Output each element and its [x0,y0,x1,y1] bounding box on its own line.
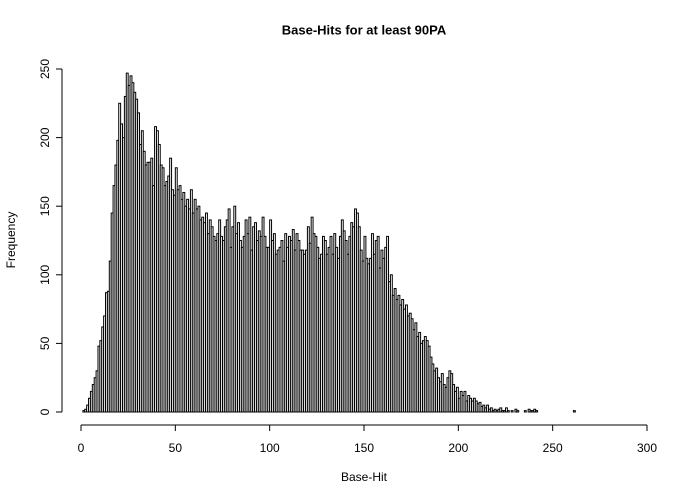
x-tick-label: 250 [543,441,563,455]
bar [489,407,493,413]
x-tick-label: 200 [448,441,468,455]
chart-title: Base-Hits for at least 90PA [282,22,447,37]
x-tick-label: 150 [354,441,374,455]
x-tick-label: 300 [637,441,657,455]
y-tick-label: 150 [38,196,52,216]
bar [506,410,510,413]
bar [499,407,503,413]
bar [523,410,527,413]
bar [535,410,539,413]
x-tick-label: 0 [78,441,85,455]
y-tick-label: 50 [38,336,52,350]
y-tick-label: 200 [38,127,52,147]
x-tick-label: 50 [169,441,183,455]
bar [572,410,576,413]
bar [510,410,514,413]
x-tick-label: 100 [260,441,280,455]
bar [486,404,490,413]
y-tick-label: 250 [38,59,52,79]
y-tick-label: 0 [38,408,52,415]
bar [516,410,520,413]
bar [505,407,508,413]
y-axis-label: Frequency [4,212,18,269]
x-axis-label: Base-Hit [341,470,388,484]
y-tick-label: 100 [38,264,52,284]
